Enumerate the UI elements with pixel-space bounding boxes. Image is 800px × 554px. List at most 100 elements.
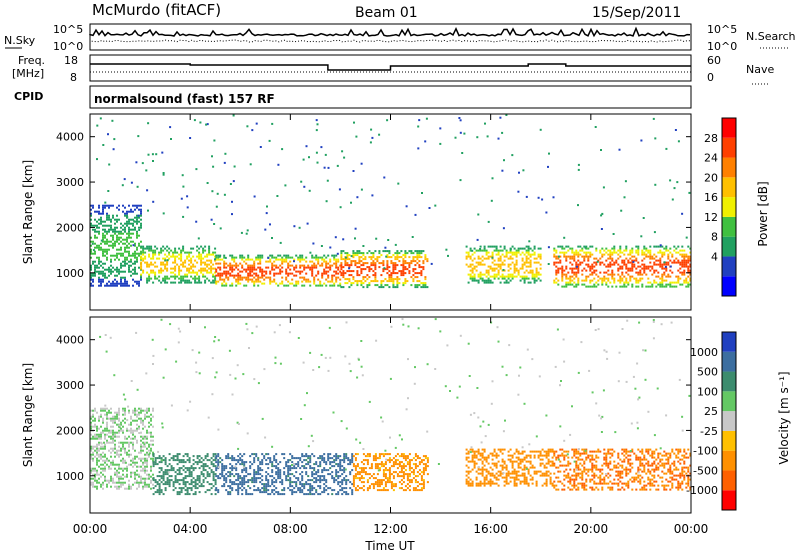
power-echo-cell <box>370 262 373 265</box>
velocity-echo-cell <box>96 451 98 454</box>
power-echo-cell <box>679 271 682 274</box>
power-echo-cell <box>649 261 652 264</box>
power-echo-cell <box>400 274 403 277</box>
power-echo-cell <box>374 264 377 267</box>
power-echo-cell <box>130 244 132 247</box>
velocity-echo-cell <box>313 481 316 484</box>
power-echo-cell <box>206 259 209 262</box>
power-echo-cell <box>677 251 680 254</box>
power-echo-cell <box>281 256 284 259</box>
velocity-echo-cell <box>138 483 140 486</box>
velocity-echo-cell <box>422 485 425 488</box>
power-echo-cell <box>160 249 163 252</box>
velocity-echo-cell <box>122 467 124 470</box>
velocity-echo-cell <box>317 457 320 460</box>
power-echo-sparse <box>458 117 461 119</box>
power-echo-sparse <box>417 147 420 150</box>
power-echo-cell <box>348 264 351 267</box>
velocity-echo-cell <box>206 471 209 474</box>
velocity-echo-cell <box>267 481 270 484</box>
velocity-echo-cell <box>112 459 114 462</box>
power-echo-cell <box>475 261 478 264</box>
power-echo-sparse <box>126 216 129 219</box>
velocity-echo-cell <box>118 449 120 452</box>
velocity-echo-cell <box>140 479 142 482</box>
power-echo-cell <box>98 222 100 225</box>
power-echo-cell <box>150 271 153 274</box>
velocity-echo-cell <box>180 461 183 464</box>
power-echo-cell <box>261 274 264 277</box>
power-echo-cell <box>424 258 427 261</box>
power-echo-cell <box>607 285 610 288</box>
power-echo-cell <box>513 267 516 270</box>
velocity-scatter-data <box>90 318 692 496</box>
power-echo-cell <box>420 282 423 285</box>
velocity-echo-cell <box>134 411 136 414</box>
power-echo-cell <box>313 264 316 267</box>
velocity-echo-cell <box>164 483 167 486</box>
power-echo-cell <box>394 264 397 267</box>
velocity-echo-cell <box>110 417 112 420</box>
power-echo-cell <box>219 274 222 277</box>
velocity-echo-cell <box>372 477 375 480</box>
power-echo-cell <box>497 253 500 256</box>
velocity-echo-cell <box>235 489 238 492</box>
power-echo-sparse <box>499 116 502 119</box>
velocity-echo-cell <box>390 487 393 490</box>
velocity-echo-cell <box>150 417 152 420</box>
velocity-echo-cell <box>481 460 484 463</box>
power-echo-cell <box>325 262 328 265</box>
power-echo-cell <box>559 251 562 254</box>
power-echo-cell <box>523 277 526 280</box>
power-echo-cell <box>299 266 302 269</box>
power-echo-cell <box>631 259 634 262</box>
power-echo-cell <box>136 252 138 255</box>
power-echo-cell <box>217 256 220 259</box>
velocity-echo-cell <box>497 460 500 463</box>
power-echo-cell <box>204 279 207 282</box>
velocity-echo-cell <box>509 472 512 475</box>
velocity-echo-cell <box>297 477 300 480</box>
power-echo-cell <box>94 246 96 249</box>
power-echo-cell <box>519 253 522 256</box>
power-echo-cell <box>469 263 472 266</box>
velocity-echo-cell <box>400 475 403 478</box>
velocity-echo-cell <box>146 431 148 434</box>
power-echo-cell <box>194 259 197 262</box>
velocity-echo-cell <box>289 453 292 456</box>
velocity-echo-cell <box>144 469 146 472</box>
power-echo-cell <box>170 281 173 284</box>
velocity-echo-cell <box>160 467 163 470</box>
beam-title: Beam 01 <box>355 5 418 21</box>
power-echo-cell <box>631 251 634 254</box>
velocity-echo-cell <box>136 479 138 482</box>
velocity-echo-cell <box>92 409 94 412</box>
power-echo-cell <box>208 279 211 282</box>
velocity-echo-cell <box>239 475 242 478</box>
power-echo-cell <box>128 254 130 257</box>
velocity-echo-cell <box>158 461 161 464</box>
velocity-echo-cell <box>269 457 272 460</box>
power-echo-cell <box>641 267 644 270</box>
power-echo-sparse <box>182 215 185 218</box>
velocity-echo-cell <box>420 483 423 486</box>
velocity-echo-cell <box>295 467 298 470</box>
power-echo-cell <box>116 248 118 251</box>
power-echo-cell <box>200 269 203 272</box>
power-echo-cell <box>92 272 94 275</box>
power-echo-cell <box>188 267 191 270</box>
velocity-echo-cell <box>380 463 383 466</box>
power-echo-cell <box>527 253 530 256</box>
power-echo-cell <box>136 256 138 259</box>
velocity-echo-cell <box>116 423 118 426</box>
velocity-echo-cell <box>483 484 486 487</box>
velocity-echo-cell <box>275 479 278 482</box>
power-echo-cell <box>394 272 397 275</box>
power-echo-cell <box>665 285 668 288</box>
velocity-echo-cell <box>100 457 102 460</box>
velocity-echo-cell <box>473 460 476 463</box>
power-echo-cell <box>358 258 361 261</box>
power-echo-cell <box>589 281 592 284</box>
velocity-echo-cell <box>130 423 132 426</box>
power-echo-cell <box>261 256 264 259</box>
